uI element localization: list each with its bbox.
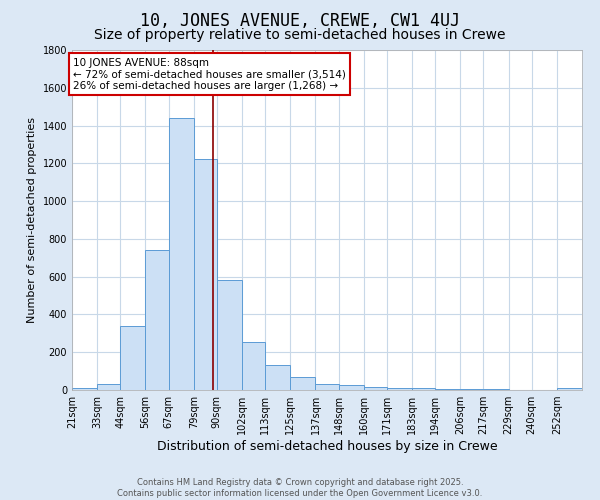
Text: 10 JONES AVENUE: 88sqm
← 72% of semi-detached houses are smaller (3,514)
26% of : 10 JONES AVENUE: 88sqm ← 72% of semi-det…	[73, 58, 346, 91]
Bar	[412, 388, 435, 390]
Bar	[242, 342, 265, 390]
Bar	[145, 250, 169, 390]
Bar	[316, 384, 338, 390]
Bar	[364, 386, 387, 390]
Bar	[72, 388, 97, 390]
Y-axis label: Number of semi-detached properties: Number of semi-detached properties	[27, 117, 37, 323]
Bar	[387, 388, 412, 390]
Text: 10, JONES AVENUE, CREWE, CW1 4UJ: 10, JONES AVENUE, CREWE, CW1 4UJ	[140, 12, 460, 30]
Bar	[120, 326, 145, 390]
Bar	[435, 389, 460, 390]
X-axis label: Distribution of semi-detached houses by size in Crewe: Distribution of semi-detached houses by …	[157, 440, 497, 453]
Bar	[265, 366, 290, 390]
Bar	[194, 158, 217, 390]
Bar	[169, 118, 194, 390]
Bar	[97, 384, 120, 390]
Bar	[557, 388, 582, 390]
Bar	[290, 377, 316, 390]
Bar	[217, 280, 242, 390]
Text: Size of property relative to semi-detached houses in Crewe: Size of property relative to semi-detach…	[94, 28, 506, 42]
Bar	[338, 386, 364, 390]
Text: Contains HM Land Registry data © Crown copyright and database right 2025.
Contai: Contains HM Land Registry data © Crown c…	[118, 478, 482, 498]
